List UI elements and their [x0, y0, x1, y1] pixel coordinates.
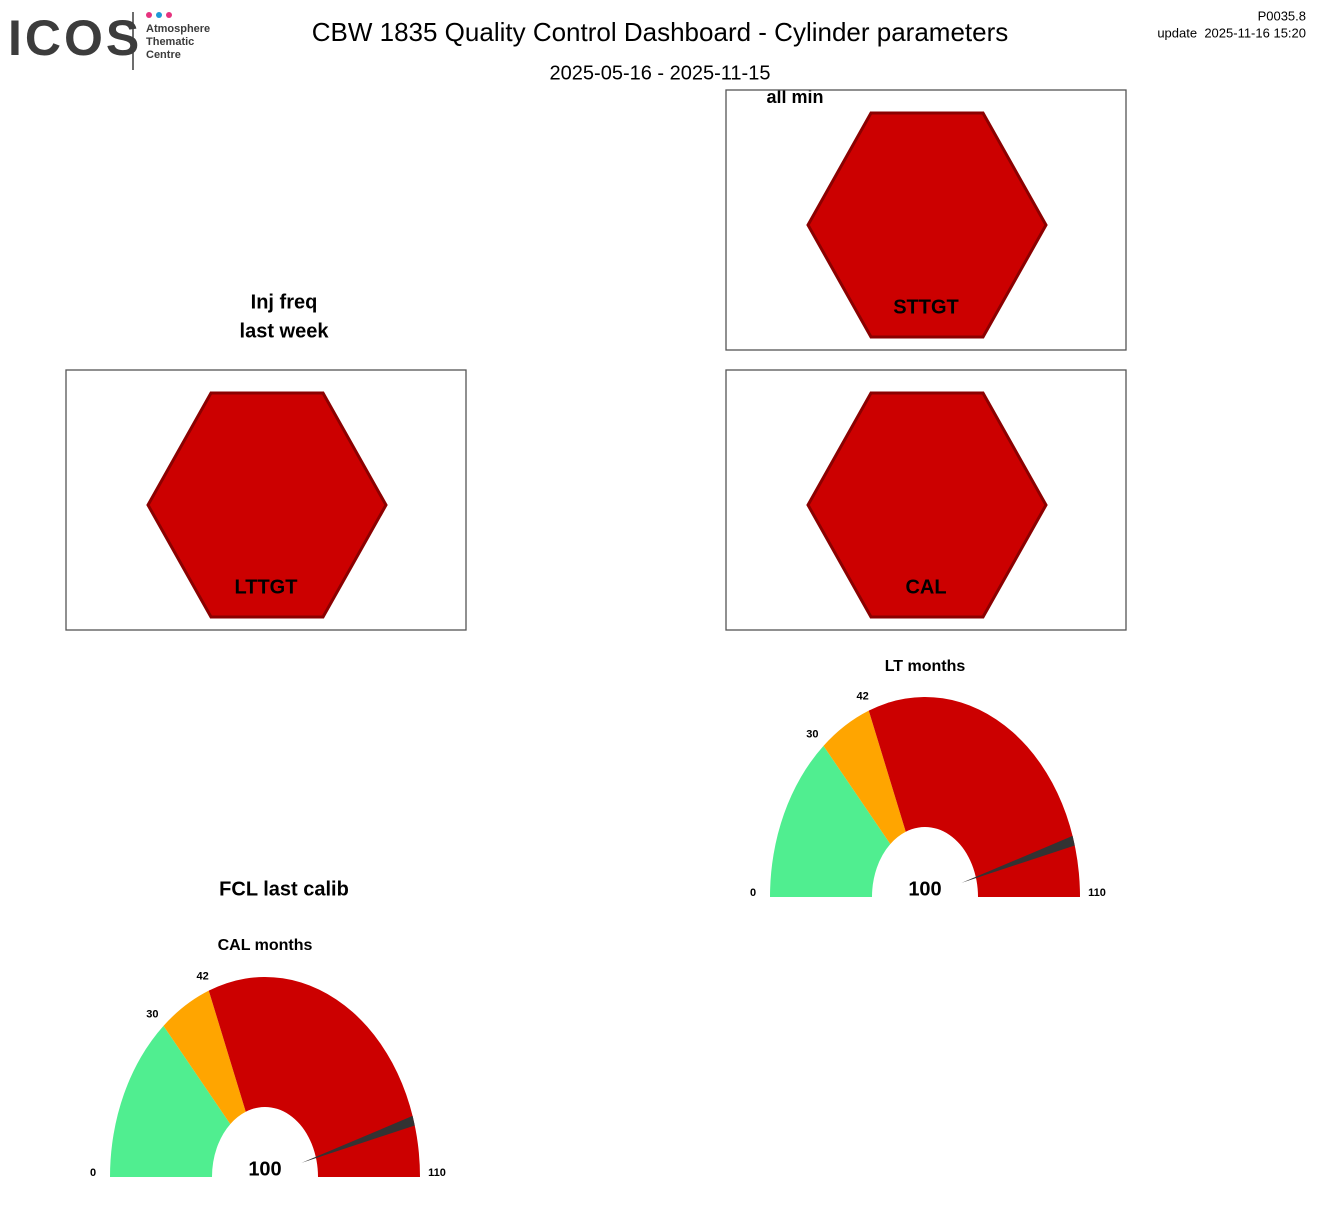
gauge-value: 100 [908, 878, 941, 900]
logo-subtitle: Thematic [146, 36, 194, 48]
gauge-tick-label: 110 [1088, 887, 1106, 899]
logo: ICOS [8, 10, 142, 66]
section-label: FCL last calib [219, 878, 349, 900]
section-label: all min [766, 87, 823, 107]
gauge-title: CAL months [218, 937, 313, 954]
gauge-tick-label: 30 [806, 728, 818, 740]
gauge-band [208, 977, 420, 1177]
gauge-band [163, 990, 246, 1125]
status-hexagon [806, 111, 1048, 339]
section-label: last week [240, 320, 330, 342]
logo-dot [166, 12, 172, 18]
gauge-needle [301, 1115, 415, 1163]
gauge-value: 100 [248, 1158, 281, 1180]
logo-subtitle: Atmosphere [146, 23, 210, 35]
status-hexagon [806, 391, 1048, 619]
tile-frame [725, 89, 1127, 351]
gauge-tick-label: 42 [856, 691, 868, 703]
tile-label: LTTGT [235, 576, 298, 598]
gauge-tick-label: 42 [196, 971, 208, 983]
logo-dot [156, 12, 162, 18]
gauge-needle [961, 835, 1075, 883]
version: P0035.8 [1258, 8, 1306, 23]
gauge-tick-label: 0 [90, 1167, 96, 1179]
gauge-band [868, 696, 1080, 897]
gauge-band [110, 1025, 231, 1177]
tile-frame [65, 369, 467, 631]
update-time: update 2025-11-16 15:20 [1157, 25, 1306, 40]
tile-frame [725, 369, 1127, 631]
logo-dot [146, 12, 152, 18]
gauge-tick-label: 110 [428, 1167, 446, 1179]
tile-label: STTGT [893, 296, 959, 318]
section-label: Inj freq [251, 291, 318, 313]
gauge-band [770, 745, 891, 897]
gauge-tick-label: 0 [750, 887, 756, 899]
title: CBW 1835 Quality Control Dashboard - Cyl… [312, 17, 1009, 47]
gauge-band [823, 710, 906, 845]
tile-label: CAL [905, 576, 946, 598]
logo-subtitle: Centre [146, 49, 181, 61]
status-hexagon [146, 391, 388, 619]
gauge-title: LT months [885, 658, 966, 675]
gauge-tick-label: 30 [146, 1008, 158, 1020]
date-range: 2025-05-16 - 2025-11-15 [550, 62, 771, 84]
